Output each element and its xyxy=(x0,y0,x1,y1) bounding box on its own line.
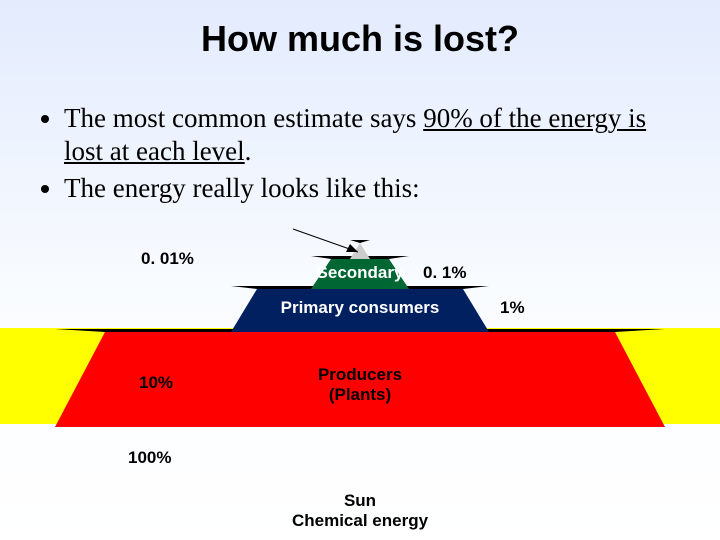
producers-label: Producers (Plants) xyxy=(0,365,720,405)
sun-label: Sun Chemical energy xyxy=(0,491,720,531)
pct-sun: 100% xyxy=(128,448,171,468)
sun-label-line2: Chemical energy xyxy=(292,511,428,530)
producers-label-line1: Producers xyxy=(318,365,402,384)
slide-title: How much is lost? xyxy=(0,0,720,60)
bullet-trailing: . xyxy=(245,136,252,166)
bullet-text: The most common estimate says xyxy=(64,103,423,133)
primary-label: Primary consumers xyxy=(0,298,720,318)
pct-primary: 1% xyxy=(500,298,525,318)
pct-producers: 10% xyxy=(139,373,173,393)
bullet-text: The energy really looks like this: xyxy=(64,173,420,203)
secondary-label: Secondary xyxy=(0,263,720,283)
bullet-list: The most common estimate says 90% of the… xyxy=(40,102,720,205)
pct-tertiary: 0. 01% xyxy=(141,249,194,269)
bullet-item: The most common estimate says 90% of the… xyxy=(64,102,720,168)
sun-label-line1: Sun xyxy=(344,491,376,510)
bullet-item: The energy really looks like this: xyxy=(64,172,720,205)
arrow-icon xyxy=(288,224,378,264)
producers-label-line2: (Plants) xyxy=(329,385,391,404)
pct-secondary: 0. 1% xyxy=(423,263,466,283)
